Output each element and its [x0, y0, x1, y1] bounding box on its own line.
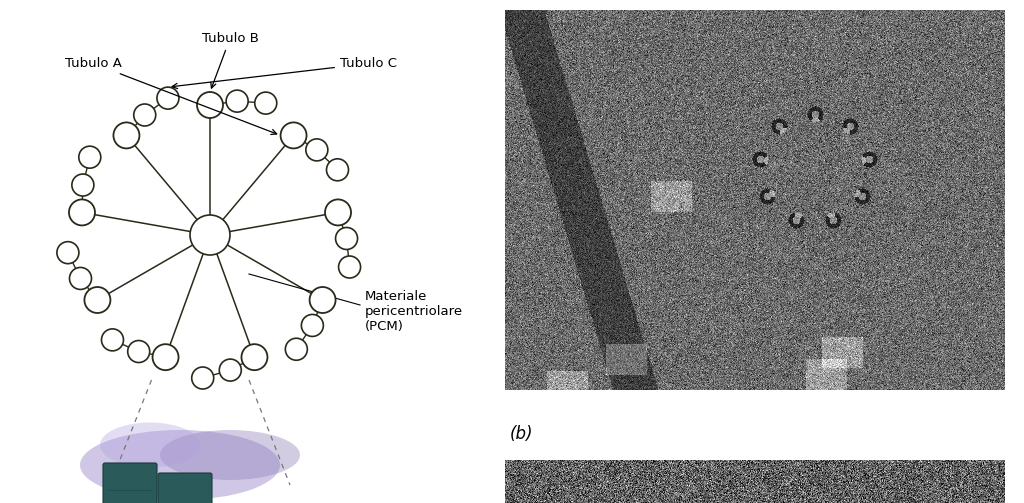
Ellipse shape [80, 430, 280, 500]
Circle shape [219, 359, 242, 381]
Circle shape [84, 287, 111, 313]
Circle shape [114, 122, 139, 148]
Circle shape [153, 344, 178, 370]
Ellipse shape [100, 423, 200, 467]
Circle shape [226, 90, 248, 112]
Text: Tubulo A: Tubulo A [65, 57, 276, 134]
Circle shape [79, 146, 100, 168]
Circle shape [242, 344, 267, 370]
Circle shape [339, 256, 360, 278]
Circle shape [70, 268, 91, 289]
Circle shape [134, 104, 156, 126]
Ellipse shape [160, 430, 300, 480]
Circle shape [286, 338, 307, 360]
Circle shape [191, 367, 214, 389]
FancyBboxPatch shape [103, 463, 157, 503]
Circle shape [281, 122, 306, 148]
Circle shape [325, 199, 351, 225]
Text: Tubulo C: Tubulo C [172, 57, 397, 89]
Circle shape [128, 341, 150, 363]
Text: Tubulo B: Tubulo B [202, 32, 258, 88]
Circle shape [306, 139, 328, 161]
Circle shape [309, 287, 336, 313]
Circle shape [57, 241, 79, 264]
Text: Materiale
pericentriolare
(PCM): Materiale pericentriolare (PCM) [365, 290, 463, 333]
Circle shape [69, 199, 95, 225]
Circle shape [190, 215, 230, 255]
Circle shape [301, 314, 324, 337]
Circle shape [327, 159, 348, 181]
Circle shape [255, 92, 276, 114]
Circle shape [72, 174, 94, 196]
Circle shape [197, 92, 223, 118]
Circle shape [336, 227, 357, 249]
Text: (b): (b) [510, 425, 534, 443]
Circle shape [101, 329, 124, 351]
FancyBboxPatch shape [158, 473, 212, 503]
Circle shape [157, 87, 179, 109]
